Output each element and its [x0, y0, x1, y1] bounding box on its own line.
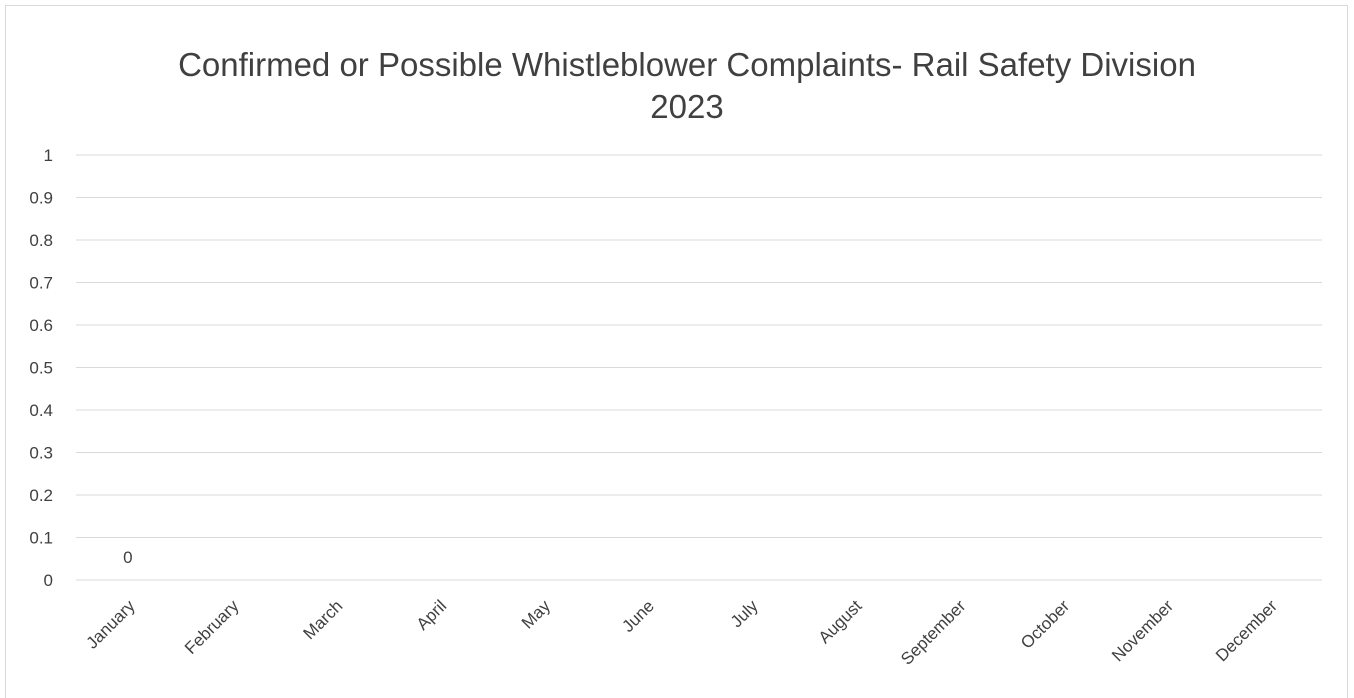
- chart-title-line-2: 2023: [650, 88, 723, 125]
- y-tick-label: 0.2: [29, 486, 53, 505]
- x-tick-label: July: [727, 596, 762, 631]
- x-tick-label: May: [518, 596, 554, 632]
- y-tick-label: 0.8: [29, 231, 53, 250]
- data-label: 0: [123, 548, 132, 567]
- y-tick-label: 0.1: [29, 529, 53, 548]
- data-labels: 0: [123, 548, 132, 567]
- x-tick-label: June: [618, 596, 658, 636]
- x-tick-label: April: [413, 596, 450, 633]
- y-tick-label: 1: [44, 146, 53, 165]
- x-tick-label: November: [1108, 596, 1177, 665]
- x-tick-label: March: [300, 596, 347, 643]
- x-tick-label: January: [83, 596, 140, 653]
- y-tick-label: 0.5: [29, 359, 53, 378]
- x-tick-label: October: [1017, 596, 1073, 652]
- x-tick-label: September: [897, 596, 969, 668]
- x-tick-label: August: [815, 596, 866, 647]
- y-axis-ticks: 0 0.1 0.2 0.3 0.4 0.5 0.6 0.7 0.8 0.9 1: [29, 146, 53, 590]
- gridlines: [76, 154, 1322, 581]
- x-tick-label: February: [181, 596, 243, 658]
- y-tick-label: 0: [44, 571, 53, 590]
- y-tick-label: 0.9: [29, 189, 53, 208]
- y-tick-label: 0.6: [29, 316, 53, 335]
- chart-frame: [5, 5, 1348, 698]
- x-tick-label: December: [1212, 596, 1281, 665]
- y-tick-label: 0.3: [29, 444, 53, 463]
- y-tick-label: 0.4: [29, 401, 53, 420]
- chart-title-line-1: Confirmed or Possible Whistleblower Comp…: [178, 46, 1196, 83]
- y-tick-label: 0.7: [29, 274, 53, 293]
- x-axis-ticks: January February March April May June July Augu…: [83, 596, 1282, 669]
